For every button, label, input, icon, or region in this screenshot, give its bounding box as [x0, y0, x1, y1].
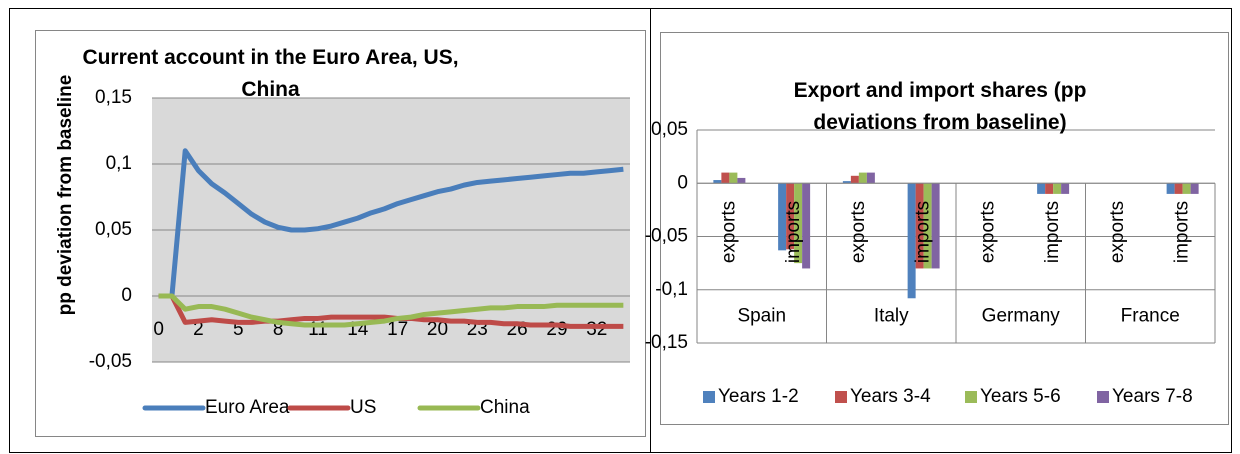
x-tick-label: imports	[1042, 201, 1063, 263]
legend-label: Years 1-2	[718, 386, 799, 407]
y-tick-label: -0,05	[89, 351, 132, 372]
bar	[842, 181, 851, 184]
bar	[786, 183, 795, 250]
bar	[778, 183, 787, 251]
y-tick-label: 0	[121, 285, 132, 306]
legend-label: China	[480, 397, 530, 418]
y-tick-label: -0,05	[645, 226, 688, 247]
x-tick-label: 5	[233, 319, 244, 340]
chart-title: Current account in the Euro Area, US, Ch…	[82, 46, 459, 101]
x-tick-label: imports	[913, 201, 934, 263]
bar	[850, 175, 859, 184]
x-tick-label: 17	[387, 319, 408, 340]
bar	[1037, 183, 1046, 194]
bar	[794, 183, 803, 264]
bar	[866, 172, 875, 184]
legend-swatch	[703, 391, 715, 403]
bar	[1174, 183, 1183, 194]
x-tick-label: 29	[546, 319, 567, 340]
x-tick-label: exports	[1107, 201, 1128, 263]
y-tick-label: -0,15	[645, 332, 688, 353]
bar	[713, 180, 722, 184]
bar	[721, 172, 730, 184]
bar	[1166, 183, 1175, 194]
x-tick-label: 2	[193, 319, 204, 340]
legend-swatch	[1097, 391, 1109, 403]
chart-title: Export and import shares (pp deviations …	[793, 79, 1087, 134]
x-tick-label: 0	[153, 319, 164, 340]
bar	[802, 183, 811, 269]
bar	[1190, 183, 1199, 194]
legend-label: US	[350, 397, 376, 418]
outer-frame	[9, 8, 1232, 453]
x-tick-label: 11	[308, 319, 328, 340]
bar	[1045, 183, 1054, 194]
y-axis-label: pp deviation from baseline	[55, 75, 76, 316]
bar	[1061, 183, 1070, 194]
y-tick-label: 0,1	[106, 153, 132, 174]
x-tick-label: 32	[586, 319, 607, 340]
legend-label: Euro Area	[205, 397, 290, 418]
bar	[907, 183, 916, 299]
bar	[1182, 183, 1191, 194]
y-tick-label: 0,15	[95, 87, 132, 108]
line	[158, 293, 624, 328]
legend-swatch	[835, 391, 847, 403]
x-tick-label: 20	[427, 319, 448, 340]
chart-frame	[660, 32, 1229, 425]
group-label: Spain	[737, 305, 786, 326]
bar	[923, 183, 932, 269]
x-tick-label: imports	[783, 201, 804, 263]
chart-frame	[35, 30, 646, 437]
x-tick-label: exports	[718, 201, 739, 263]
y-tick-label: 0,05	[95, 219, 132, 240]
bar	[931, 183, 940, 269]
group-label: Germany	[982, 305, 1061, 326]
y-tick-label: -0,1	[655, 279, 688, 300]
x-tick-label: imports	[1172, 201, 1193, 263]
y-tick-label: 0	[677, 172, 688, 193]
group-label: France	[1121, 305, 1180, 326]
legend-swatch	[965, 391, 977, 403]
x-tick-label: exports	[977, 201, 998, 263]
bar	[1053, 183, 1062, 194]
x-tick-label: 8	[273, 319, 284, 340]
x-tick-label: exports	[848, 201, 869, 263]
bar	[729, 172, 738, 184]
group-label: Italy	[874, 305, 909, 326]
legend-label: Years 5-6	[980, 386, 1061, 407]
bar	[858, 172, 867, 184]
line	[158, 148, 624, 299]
legend-label: Years 7-8	[1112, 386, 1193, 407]
bar	[915, 183, 924, 269]
legend-label: Years 3-4	[850, 386, 931, 407]
bar	[737, 177, 746, 184]
y-tick-label: 0,05	[651, 119, 688, 140]
